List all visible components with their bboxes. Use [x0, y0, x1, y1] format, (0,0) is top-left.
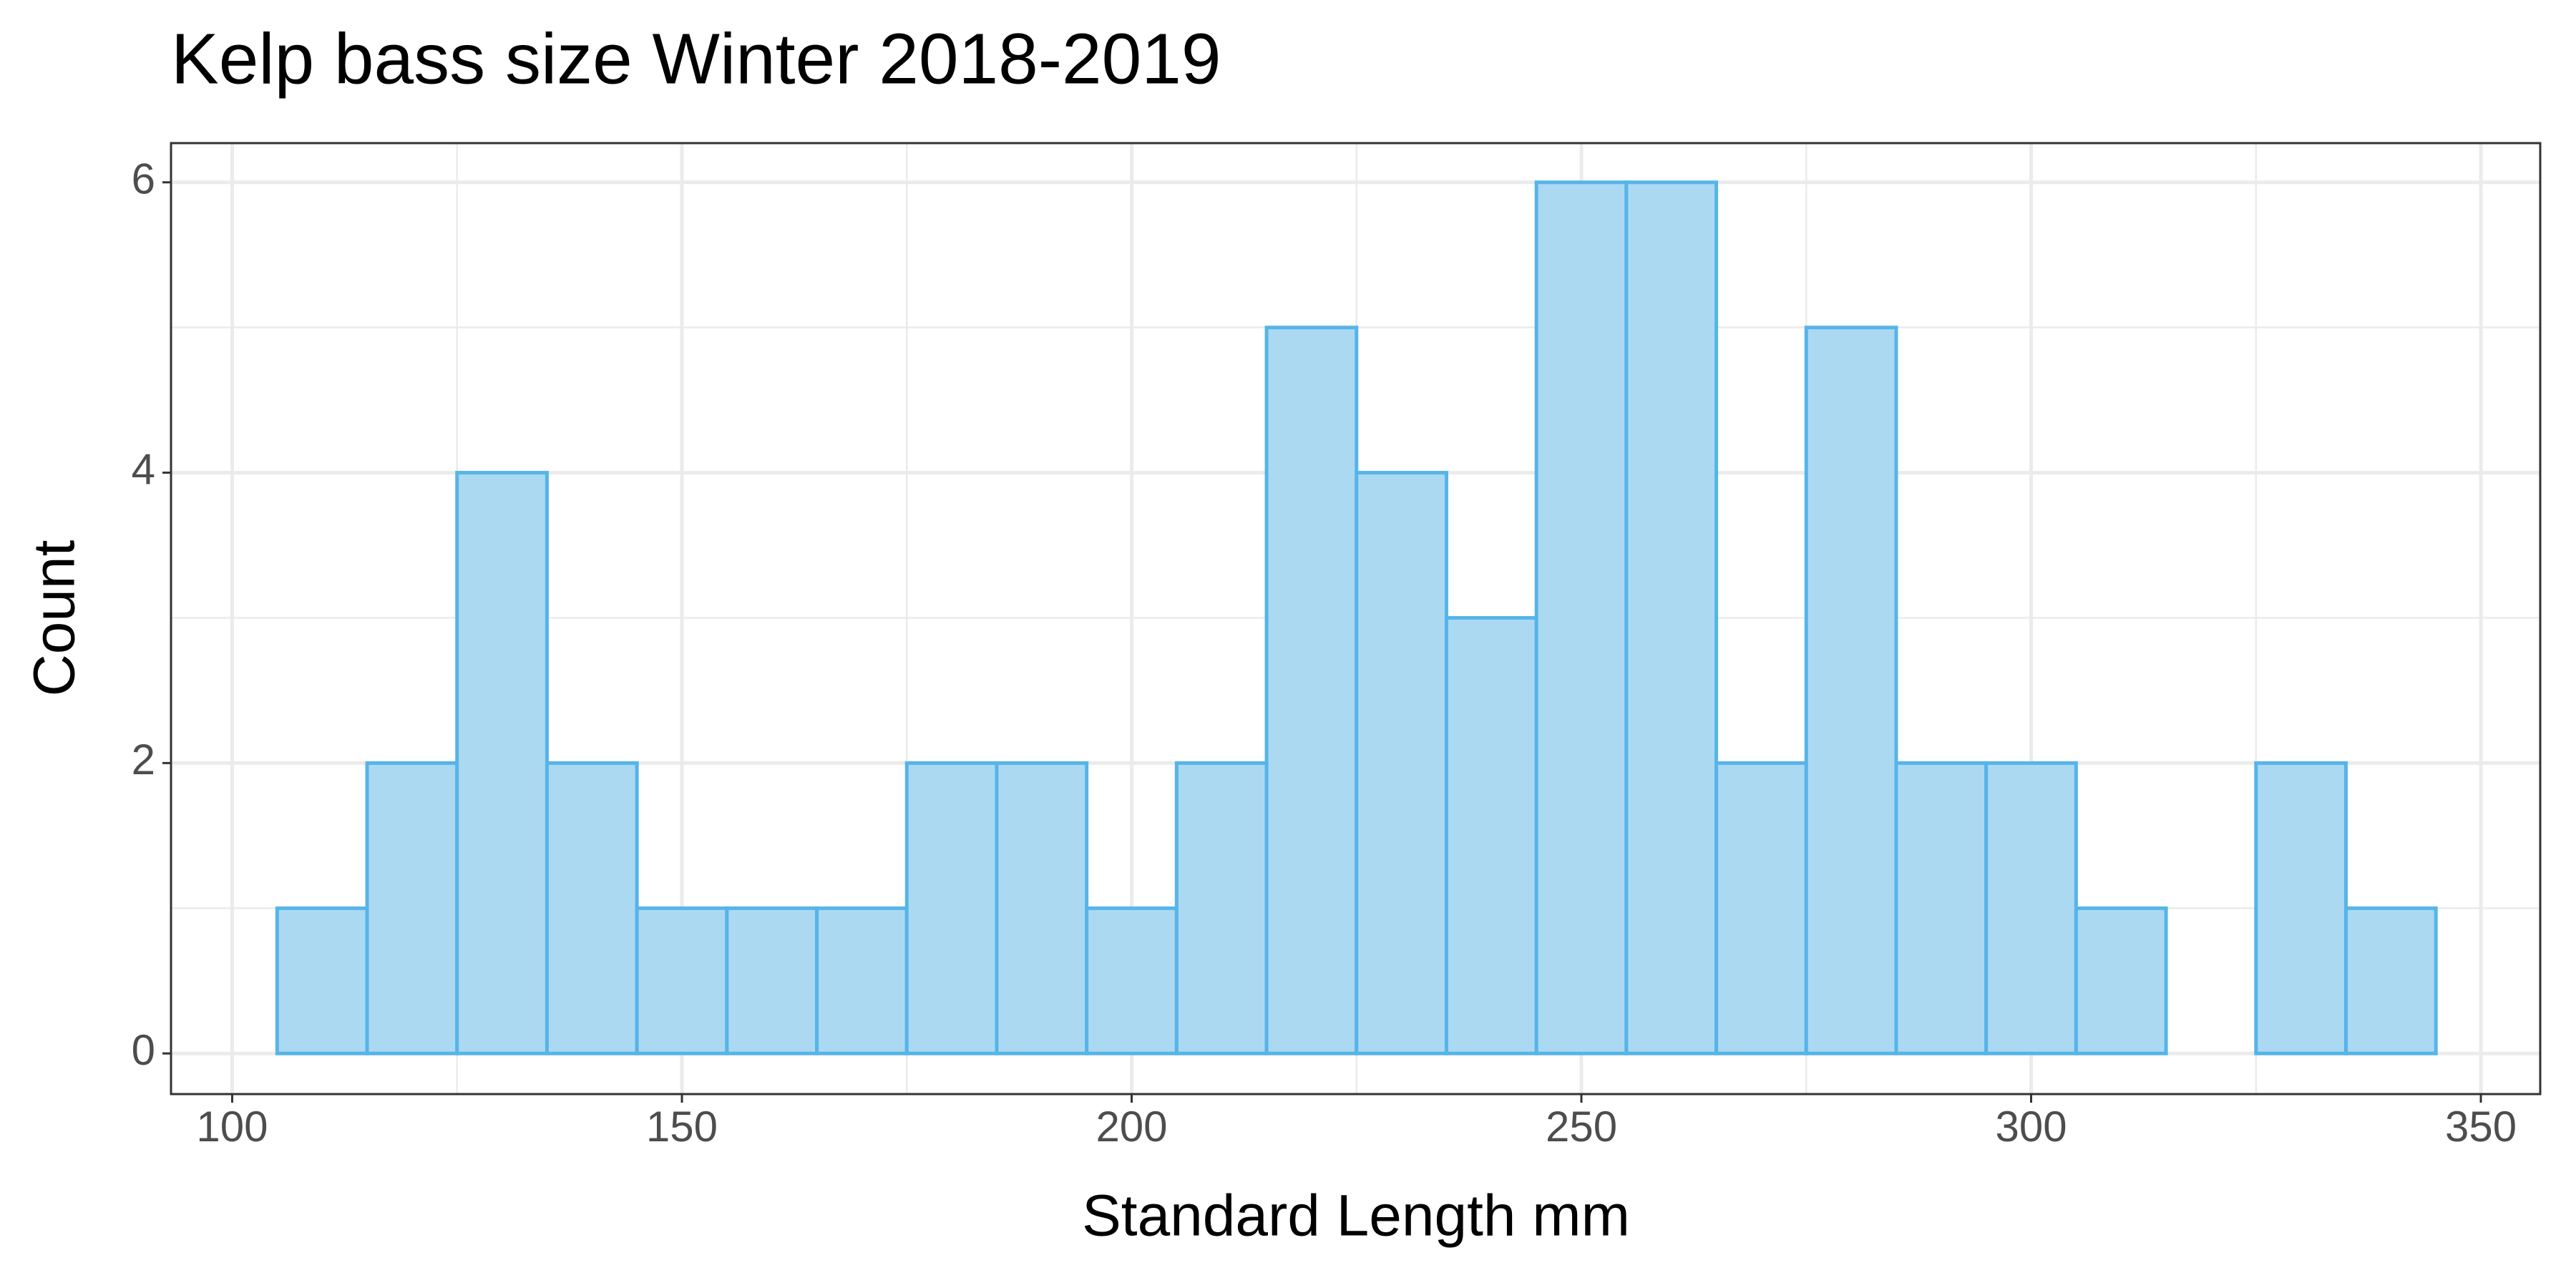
y-tick-label: 2 — [132, 736, 155, 784]
x-tick-label: 300 — [1995, 1103, 2067, 1151]
bar — [2343, 906, 2438, 1055]
chart-title: Kelp bass size Winter 2018-2019 — [171, 19, 1221, 99]
bar — [545, 761, 639, 1055]
y-tick-label: 6 — [132, 155, 155, 203]
bar — [1355, 471, 1448, 1055]
bar — [815, 906, 909, 1055]
bar — [635, 906, 729, 1055]
bar — [1085, 906, 1179, 1055]
bar — [365, 761, 459, 1055]
x-tick-label: 250 — [1546, 1103, 1617, 1151]
bar — [275, 906, 369, 1055]
y-tick-label: 4 — [132, 445, 155, 493]
y-tick-label: 0 — [132, 1026, 155, 1074]
x-axis-title: Standard Length mm — [1082, 1184, 1630, 1249]
bar — [1624, 180, 1719, 1055]
bar — [904, 761, 999, 1055]
bar — [2254, 761, 2348, 1055]
bar — [995, 761, 1089, 1055]
x-tick-label: 150 — [646, 1103, 718, 1151]
panel-border — [170, 142, 2542, 1096]
y-axis-title: Count — [22, 540, 87, 696]
x-tick-label: 100 — [196, 1103, 268, 1151]
bar — [1264, 326, 1359, 1055]
bar — [1174, 761, 1269, 1055]
bar — [725, 906, 819, 1055]
bar — [2074, 906, 2168, 1055]
bar — [1894, 761, 1989, 1055]
bar — [455, 471, 549, 1055]
x-tick-label: 350 — [2445, 1103, 2517, 1151]
bar — [1984, 761, 2078, 1055]
bar — [1714, 761, 1808, 1055]
bar — [1534, 180, 1629, 1055]
x-tick-label: 200 — [1096, 1103, 1167, 1151]
bar — [1444, 615, 1538, 1055]
bar — [1804, 326, 1898, 1055]
